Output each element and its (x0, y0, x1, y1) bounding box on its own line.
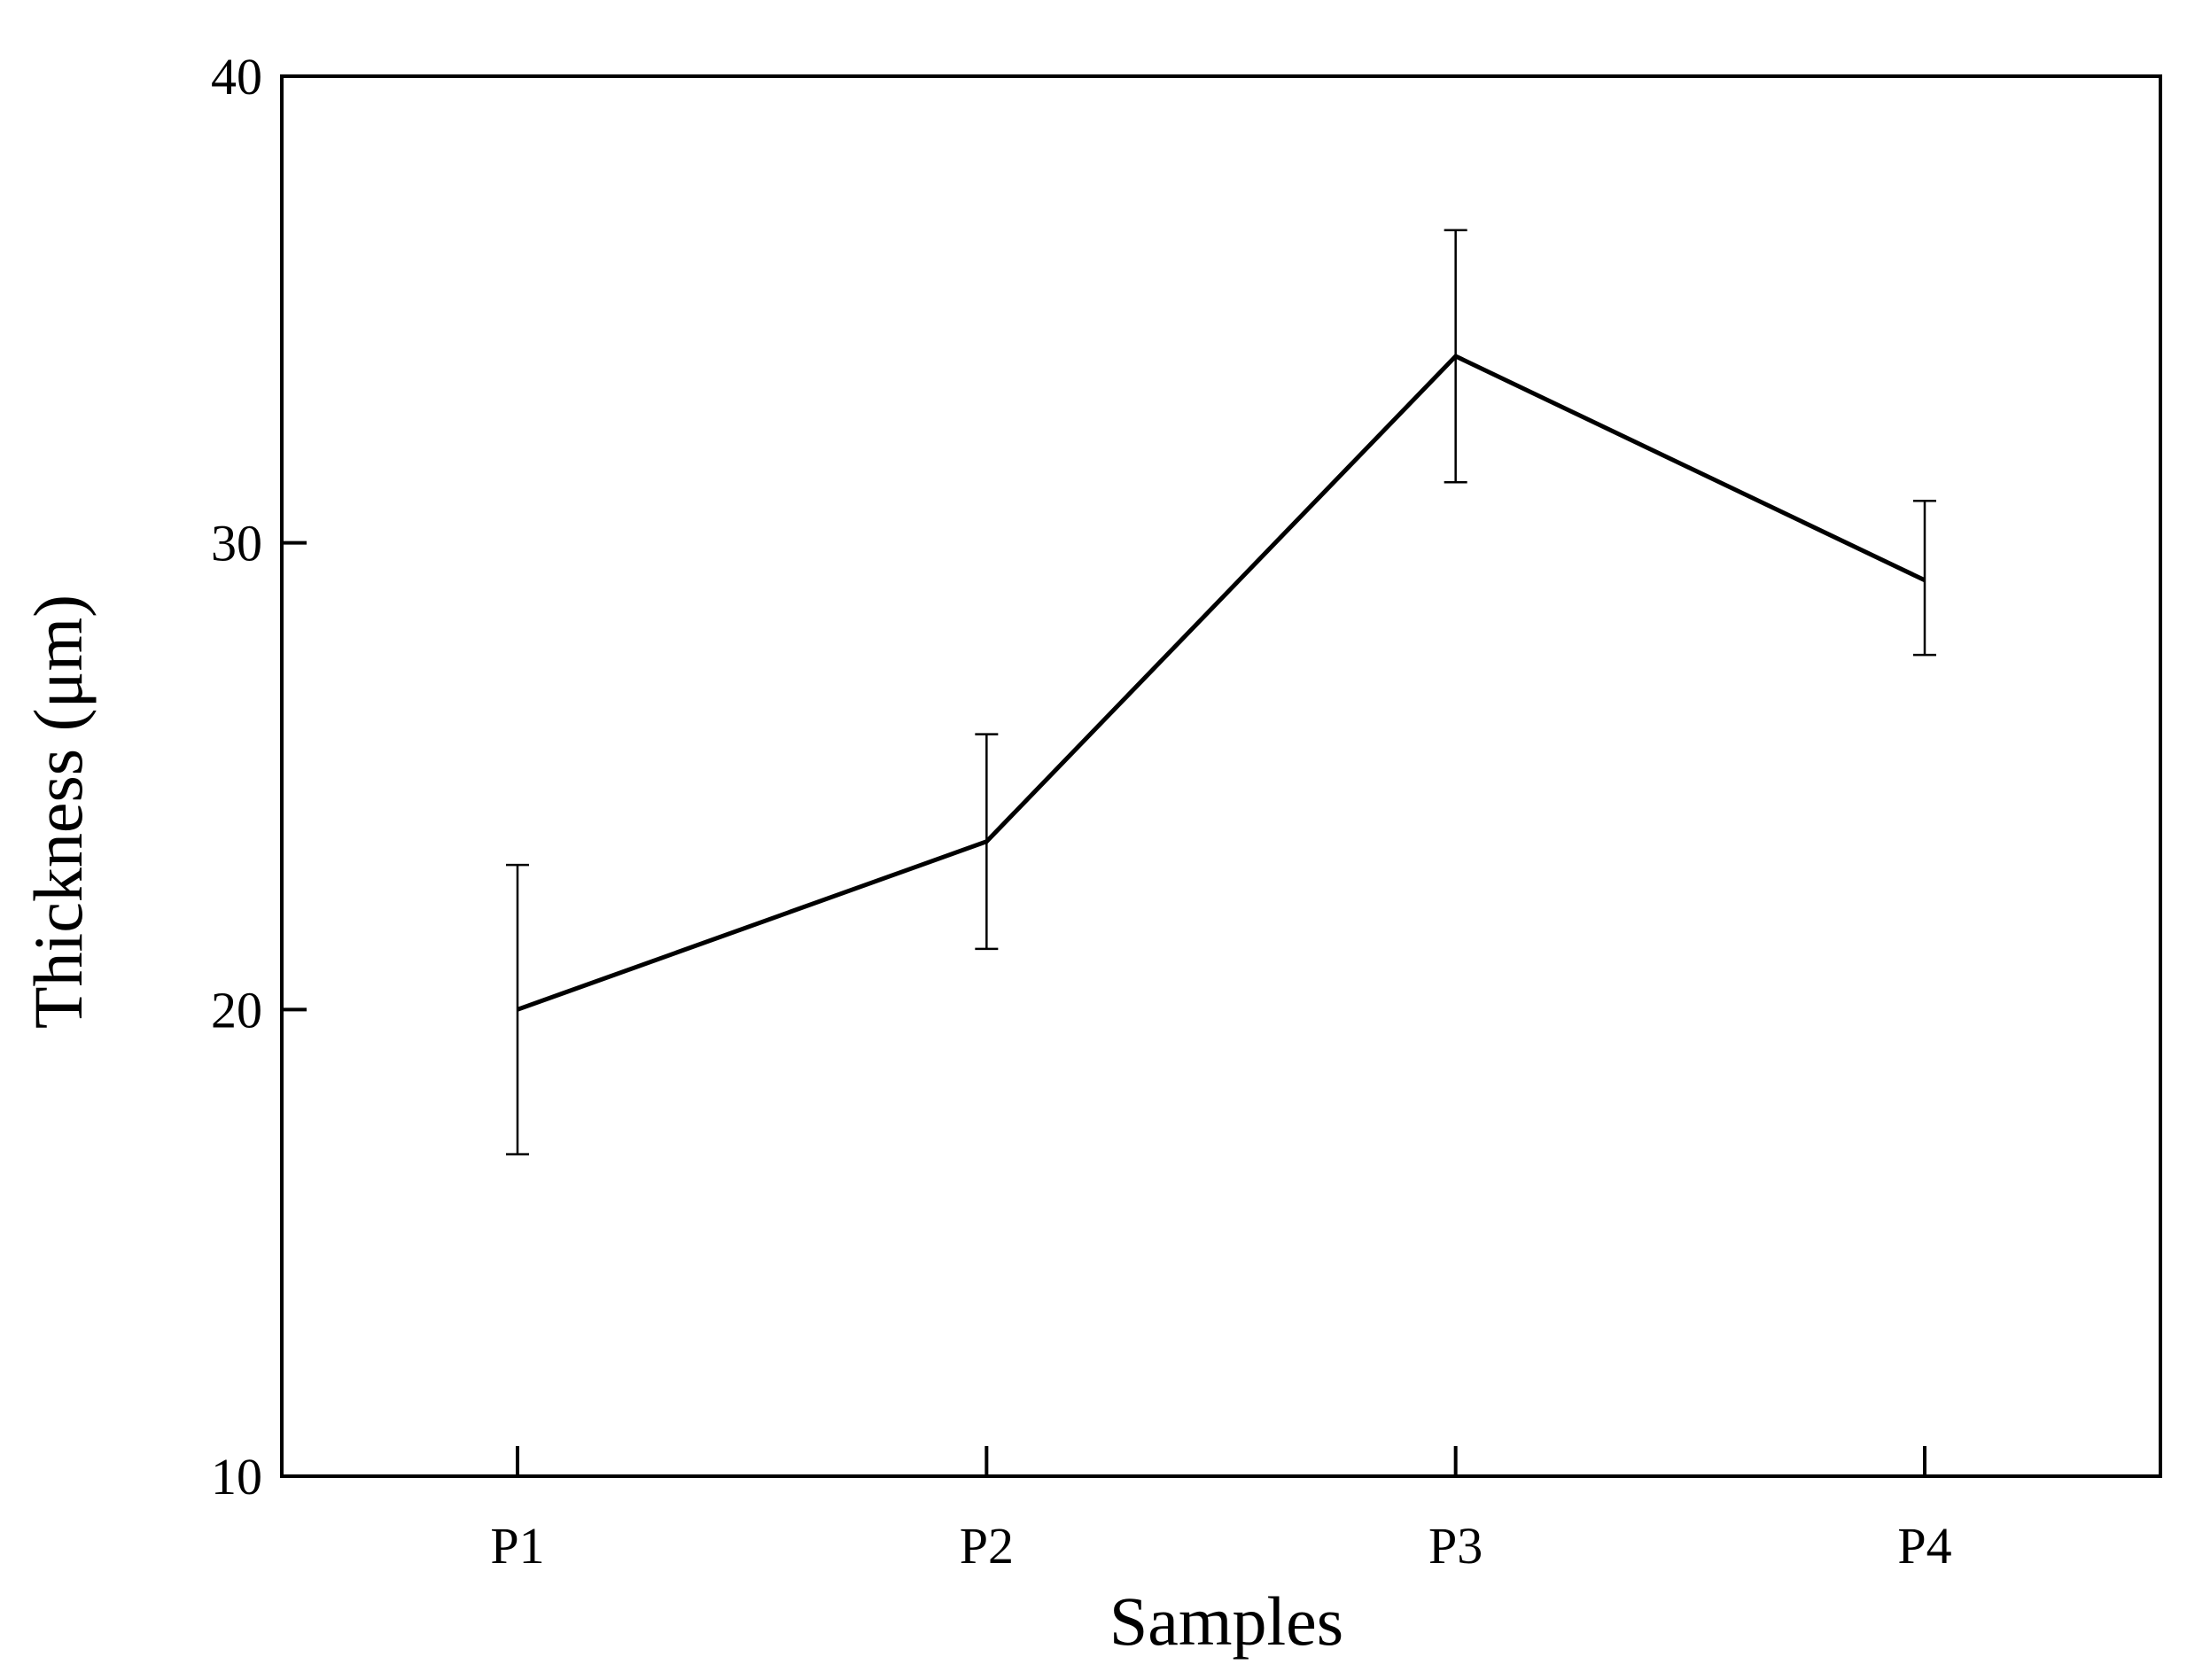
y-tick-label-10: 10 (211, 1448, 262, 1505)
ticks-layer (282, 74, 1926, 1478)
y-tick-label-40: 40 (211, 48, 262, 105)
series-line-0 (517, 353, 1926, 1012)
x-tick-label-p4: P4 (1897, 1517, 1951, 1575)
x-tick-label-p3: P3 (1428, 1517, 1483, 1575)
tick-labels: 10 20 30 40 P1 P2 P3 P4 (211, 48, 1952, 1575)
y-tick-label-30: 30 (211, 515, 262, 572)
x-tick-label-p2: P2 (960, 1517, 1014, 1575)
plot-frame (280, 74, 2162, 1478)
y-tick-label-20: 20 (211, 981, 262, 1038)
x-axis-title: Samples (1109, 1583, 1343, 1660)
error-bars (506, 229, 1936, 1155)
y-axis-title: Thickness (μm) (19, 595, 97, 1029)
x-tick-label-p1: P1 (490, 1517, 544, 1575)
series-line-layer (517, 353, 1926, 1012)
